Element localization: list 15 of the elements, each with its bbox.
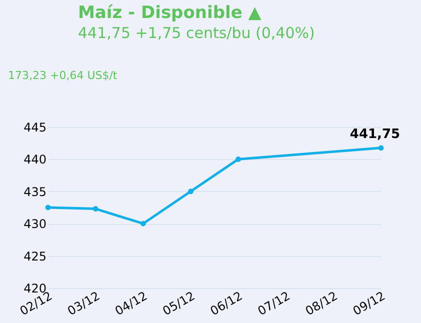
chart-subtitle: 441,75 +1,75 cents/bu (0,40%) xyxy=(78,24,315,42)
y-tick-label: 440 xyxy=(24,152,46,167)
point xyxy=(188,188,194,194)
y-tick-label: 435 xyxy=(24,184,46,199)
point xyxy=(45,204,51,210)
point xyxy=(140,220,146,226)
y-tick-label: 445 xyxy=(24,120,46,134)
annotation: 441,75 xyxy=(350,126,400,142)
point xyxy=(92,206,98,212)
text: 173,23 +0,64 US$/t xyxy=(8,69,118,82)
point xyxy=(378,145,384,151)
y-tick-label: 425 xyxy=(24,249,46,264)
y-tick-label: 430 xyxy=(24,217,46,232)
chart-title: Maíz - Disponible ▲ xyxy=(78,3,262,23)
point xyxy=(236,156,242,162)
